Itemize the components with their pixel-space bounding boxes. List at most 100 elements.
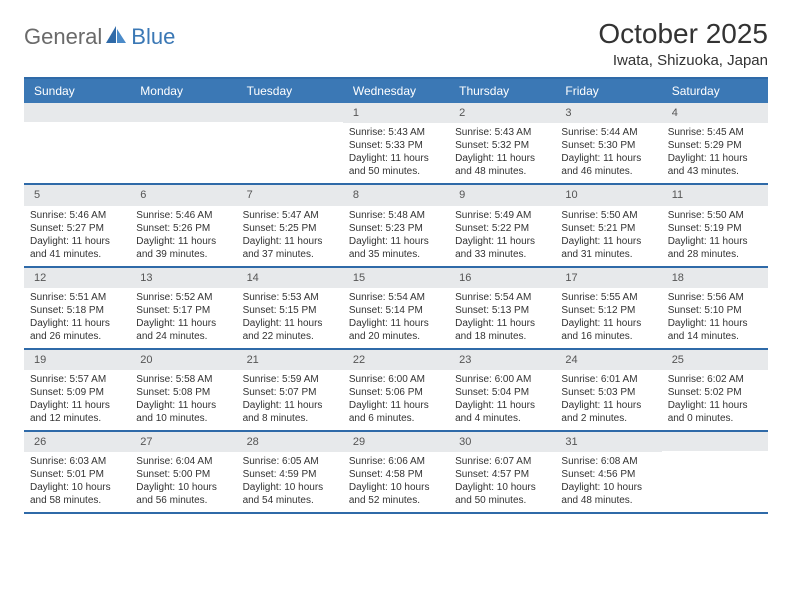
day-number: 1	[343, 103, 449, 123]
day-number: 26	[24, 432, 130, 452]
sunset-text: Sunset: 4:56 PM	[561, 468, 657, 481]
sunset-text: Sunset: 5:33 PM	[349, 139, 445, 152]
sunrise-text: Sunrise: 5:54 AM	[455, 291, 551, 304]
weekday-header: Monday	[130, 79, 236, 103]
day-number: 5	[24, 185, 130, 205]
sunset-text: Sunset: 5:21 PM	[561, 222, 657, 235]
sunset-text: Sunset: 5:19 PM	[668, 222, 764, 235]
daylight-text: Daylight: 10 hours and 48 minutes.	[561, 481, 657, 507]
weekday-header-row: Sunday Monday Tuesday Wednesday Thursday…	[24, 79, 768, 103]
daylight-text: Daylight: 11 hours and 4 minutes.	[455, 399, 551, 425]
day-number: 28	[237, 432, 343, 452]
day-body: Sunrise: 5:46 AMSunset: 5:26 PMDaylight:…	[130, 206, 236, 266]
day-number	[662, 432, 768, 451]
day-body: Sunrise: 6:04 AMSunset: 5:00 PMDaylight:…	[130, 452, 236, 512]
day-number: 12	[24, 268, 130, 288]
weekday-header: Tuesday	[237, 79, 343, 103]
day-cell: 18Sunrise: 5:56 AMSunset: 5:10 PMDayligh…	[662, 268, 768, 348]
sunset-text: Sunset: 5:14 PM	[349, 304, 445, 317]
day-number: 16	[449, 268, 555, 288]
sunrise-text: Sunrise: 5:46 AM	[30, 209, 126, 222]
day-body: Sunrise: 6:02 AMSunset: 5:02 PMDaylight:…	[662, 370, 768, 430]
day-cell: 16Sunrise: 5:54 AMSunset: 5:13 PMDayligh…	[449, 268, 555, 348]
day-cell: 13Sunrise: 5:52 AMSunset: 5:17 PMDayligh…	[130, 268, 236, 348]
sunset-text: Sunset: 5:17 PM	[136, 304, 232, 317]
sunset-text: Sunset: 5:01 PM	[30, 468, 126, 481]
day-cell: 1Sunrise: 5:43 AMSunset: 5:33 PMDaylight…	[343, 103, 449, 183]
sunrise-text: Sunrise: 5:48 AM	[349, 209, 445, 222]
day-cell: 29Sunrise: 6:06 AMSunset: 4:58 PMDayligh…	[343, 432, 449, 512]
day-number: 2	[449, 103, 555, 123]
day-body: Sunrise: 5:44 AMSunset: 5:30 PMDaylight:…	[555, 123, 661, 183]
day-cell: 25Sunrise: 6:02 AMSunset: 5:02 PMDayligh…	[662, 350, 768, 430]
sunrise-text: Sunrise: 5:58 AM	[136, 373, 232, 386]
day-cell: 28Sunrise: 6:05 AMSunset: 4:59 PMDayligh…	[237, 432, 343, 512]
day-cell: 27Sunrise: 6:04 AMSunset: 5:00 PMDayligh…	[130, 432, 236, 512]
day-body: Sunrise: 5:56 AMSunset: 5:10 PMDaylight:…	[662, 288, 768, 348]
day-cell: 23Sunrise: 6:00 AMSunset: 5:04 PMDayligh…	[449, 350, 555, 430]
sunrise-text: Sunrise: 5:46 AM	[136, 209, 232, 222]
sunrise-text: Sunrise: 6:04 AM	[136, 455, 232, 468]
day-number: 23	[449, 350, 555, 370]
sunset-text: Sunset: 5:13 PM	[455, 304, 551, 317]
sunrise-text: Sunrise: 5:59 AM	[243, 373, 339, 386]
day-number: 25	[662, 350, 768, 370]
day-number: 3	[555, 103, 661, 123]
day-body: Sunrise: 5:57 AMSunset: 5:09 PMDaylight:…	[24, 370, 130, 430]
day-cell: 24Sunrise: 6:01 AMSunset: 5:03 PMDayligh…	[555, 350, 661, 430]
sunrise-text: Sunrise: 6:03 AM	[30, 455, 126, 468]
sunset-text: Sunset: 5:04 PM	[455, 386, 551, 399]
sunrise-text: Sunrise: 5:47 AM	[243, 209, 339, 222]
day-number: 19	[24, 350, 130, 370]
sunset-text: Sunset: 5:03 PM	[561, 386, 657, 399]
day-body: Sunrise: 6:00 AMSunset: 5:04 PMDaylight:…	[449, 370, 555, 430]
day-number	[237, 103, 343, 122]
day-number: 8	[343, 185, 449, 205]
header: General Blue October 2025 Iwata, Shizuok…	[24, 18, 768, 69]
sunrise-text: Sunrise: 5:51 AM	[30, 291, 126, 304]
daylight-text: Daylight: 11 hours and 35 minutes.	[349, 235, 445, 261]
day-number: 27	[130, 432, 236, 452]
day-number: 14	[237, 268, 343, 288]
weekday-header: Saturday	[662, 79, 768, 103]
sunset-text: Sunset: 5:25 PM	[243, 222, 339, 235]
sunrise-text: Sunrise: 6:06 AM	[349, 455, 445, 468]
sunrise-text: Sunrise: 5:53 AM	[243, 291, 339, 304]
sunset-text: Sunset: 5:08 PM	[136, 386, 232, 399]
day-number: 22	[343, 350, 449, 370]
day-cell: 7Sunrise: 5:47 AMSunset: 5:25 PMDaylight…	[237, 185, 343, 265]
sunset-text: Sunset: 4:57 PM	[455, 468, 551, 481]
day-number: 6	[130, 185, 236, 205]
day-body: Sunrise: 5:59 AMSunset: 5:07 PMDaylight:…	[237, 370, 343, 430]
calendar: Sunday Monday Tuesday Wednesday Thursday…	[24, 77, 768, 514]
weekday-header: Sunday	[24, 79, 130, 103]
day-cell	[662, 432, 768, 512]
sunset-text: Sunset: 5:15 PM	[243, 304, 339, 317]
daylight-text: Daylight: 11 hours and 2 minutes.	[561, 399, 657, 425]
sunrise-text: Sunrise: 6:02 AM	[668, 373, 764, 386]
day-number: 9	[449, 185, 555, 205]
daylight-text: Daylight: 11 hours and 33 minutes.	[455, 235, 551, 261]
sail-icon	[105, 25, 127, 50]
day-body	[662, 451, 768, 459]
day-cell: 8 Sunrise: 5:48 AMSunset: 5:23 PMDaylight…	[343, 185, 449, 265]
day-cell	[237, 103, 343, 183]
day-number: 17	[555, 268, 661, 288]
day-cell: 21Sunrise: 5:59 AMSunset: 5:07 PMDayligh…	[237, 350, 343, 430]
day-body: Sunrise: 5:58 AMSunset: 5:08 PMDaylight:…	[130, 370, 236, 430]
week-row: 19Sunrise: 5:57 AMSunset: 5:09 PMDayligh…	[24, 350, 768, 432]
daylight-text: Daylight: 11 hours and 16 minutes.	[561, 317, 657, 343]
sunset-text: Sunset: 5:29 PM	[668, 139, 764, 152]
day-body: Sunrise: 6:06 AMSunset: 4:58 PMDaylight:…	[343, 452, 449, 512]
week-row: 12Sunrise: 5:51 AMSunset: 5:18 PMDayligh…	[24, 268, 768, 350]
day-cell: 22Sunrise: 6:00 AMSunset: 5:06 PMDayligh…	[343, 350, 449, 430]
logo: General Blue	[24, 24, 175, 50]
daylight-text: Daylight: 10 hours and 58 minutes.	[30, 481, 126, 507]
daylight-text: Daylight: 11 hours and 31 minutes.	[561, 235, 657, 261]
day-cell: 12Sunrise: 5:51 AMSunset: 5:18 PMDayligh…	[24, 268, 130, 348]
sunrise-text: Sunrise: 6:05 AM	[243, 455, 339, 468]
sunset-text: Sunset: 5:22 PM	[455, 222, 551, 235]
sunset-text: Sunset: 5:23 PM	[349, 222, 445, 235]
weekday-header: Thursday	[449, 79, 555, 103]
day-body: Sunrise: 6:07 AMSunset: 4:57 PMDaylight:…	[449, 452, 555, 512]
